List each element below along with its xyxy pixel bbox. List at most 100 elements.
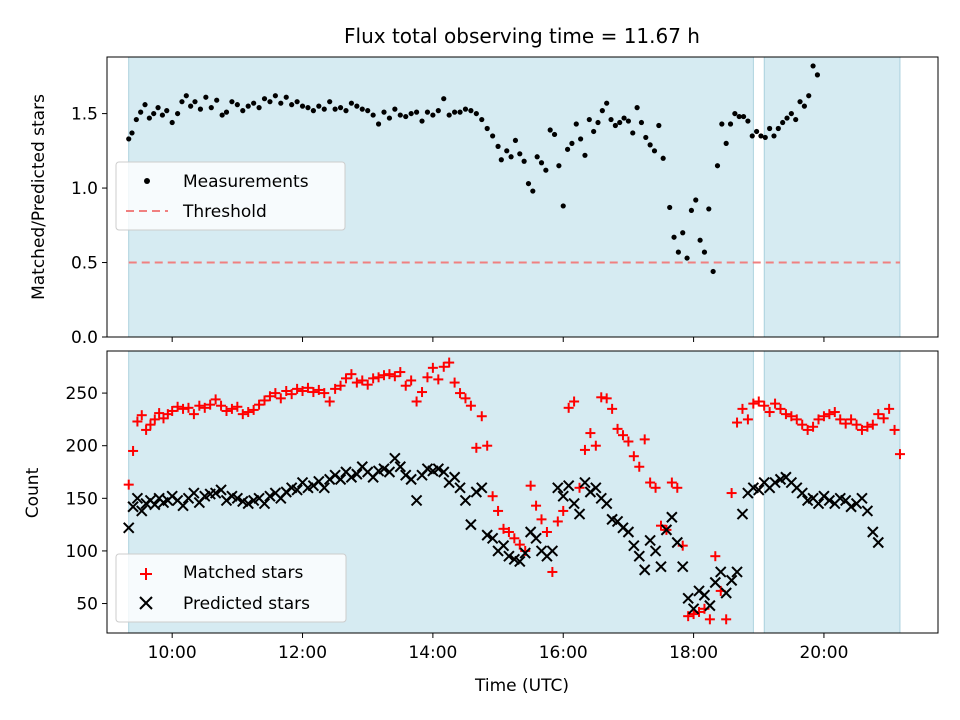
predicted-star-point — [709, 576, 722, 589]
y-tick-label: 250 — [66, 384, 98, 404]
measurement-point — [479, 116, 485, 123]
matched-star-point — [873, 409, 884, 420]
observing-window-2 — [763, 56, 901, 338]
matched-star-point — [319, 388, 330, 399]
matched-star-point — [205, 399, 216, 410]
measurement-point — [680, 230, 686, 236]
y-tick-label: 0.0 — [71, 328, 98, 348]
measurement-point — [413, 109, 420, 115]
bottom-legend: Matched stars Predicted stars — [115, 553, 347, 623]
matched-star-point — [808, 421, 819, 432]
matched-star-point — [136, 410, 147, 421]
matched-star-point — [172, 401, 183, 412]
matched-star-point — [297, 385, 308, 396]
y-tick-label: 150 — [66, 489, 98, 509]
matched-star-point — [411, 396, 422, 407]
matched-star-point — [742, 414, 753, 425]
matched-star-point — [563, 402, 574, 413]
matched-star-point — [178, 403, 189, 414]
predicted-star-point — [503, 550, 515, 562]
measurement-point — [397, 112, 403, 118]
matched-star-point — [357, 375, 368, 386]
matched-star-point — [617, 430, 628, 441]
predicted-star-point — [720, 587, 732, 599]
matched-star-point — [818, 411, 829, 422]
measurement-point — [498, 157, 504, 163]
predicted-star-point — [867, 526, 879, 538]
measurement-point — [504, 148, 510, 154]
measurement-point — [801, 103, 807, 109]
predicted-star-point — [231, 492, 244, 505]
matched-star-point — [194, 400, 205, 411]
predicted-star-point — [546, 545, 559, 557]
measurement-point — [424, 109, 431, 115]
matched-star-point — [737, 403, 748, 414]
matched-star-point — [444, 357, 455, 368]
predicted-star-point — [410, 494, 423, 507]
measurement-point — [272, 93, 278, 99]
measurement-point — [348, 100, 355, 106]
predicted-star-point — [351, 468, 363, 480]
measurement-point — [234, 102, 240, 108]
measurement-point — [608, 116, 614, 123]
measurement-point — [375, 121, 382, 127]
matched-star-point — [802, 424, 813, 435]
measurement-point — [392, 106, 398, 112]
bottom-y-axis-label: Count — [23, 467, 43, 518]
y-tick-label: 50 — [76, 595, 98, 615]
y-tick-label: 200 — [66, 437, 98, 457]
predicted-star-point — [530, 532, 542, 545]
measurement-point — [797, 99, 803, 105]
predicted-star-point — [698, 589, 711, 601]
matched-star-point — [373, 372, 384, 383]
matched-star-point — [302, 382, 313, 393]
measurement-point — [727, 121, 734, 127]
measurement-point — [354, 103, 360, 109]
matched-star-point — [132, 416, 143, 427]
predicted-star-point — [796, 487, 808, 499]
measurement-point — [267, 99, 273, 105]
measurement-point — [551, 131, 558, 138]
measurement-point — [159, 112, 165, 118]
matched-star-point — [775, 403, 786, 414]
predicted-star-point — [600, 497, 613, 510]
measurement-point — [617, 119, 623, 126]
matched-star-point — [585, 428, 596, 439]
predicted-star-point — [856, 492, 868, 505]
predicted-star-point — [345, 471, 358, 483]
predicted-star-point — [644, 534, 656, 547]
predicted-star-point — [149, 498, 161, 511]
matched-star-point — [732, 417, 743, 428]
measurement-point — [223, 109, 230, 115]
y-tick-label: 0.5 — [71, 254, 98, 274]
matched-star-point — [275, 393, 286, 404]
matched-star-point — [226, 403, 237, 414]
measurement-point — [775, 125, 781, 132]
measurement-point — [408, 110, 414, 117]
measurement-point — [327, 99, 333, 105]
matched-star-point — [427, 362, 438, 373]
measurement-point — [430, 112, 436, 118]
predicted-star-point — [438, 466, 450, 478]
matched-star-point — [221, 405, 232, 416]
predicted-star-point — [812, 497, 825, 510]
measurement-point — [534, 154, 540, 160]
predicted-star-point — [552, 482, 564, 494]
matched-star-point — [487, 491, 498, 502]
predicted-star-point — [573, 508, 586, 520]
measurement-point — [525, 180, 532, 187]
predicted-star-point — [671, 536, 684, 549]
measurement-point — [710, 268, 716, 275]
predicted-star-point — [258, 497, 271, 510]
predicted-star-point — [568, 497, 580, 510]
matched-star-point — [596, 392, 607, 403]
matched-star-point — [154, 408, 165, 419]
matched-star-point — [243, 407, 254, 418]
measurement-point — [647, 142, 653, 148]
measurement-point — [573, 121, 579, 127]
y-tick-label: 1.5 — [71, 105, 98, 125]
predicted-star-point — [476, 482, 488, 494]
predicted-star-point — [677, 561, 689, 573]
matched-star-point — [313, 384, 324, 395]
